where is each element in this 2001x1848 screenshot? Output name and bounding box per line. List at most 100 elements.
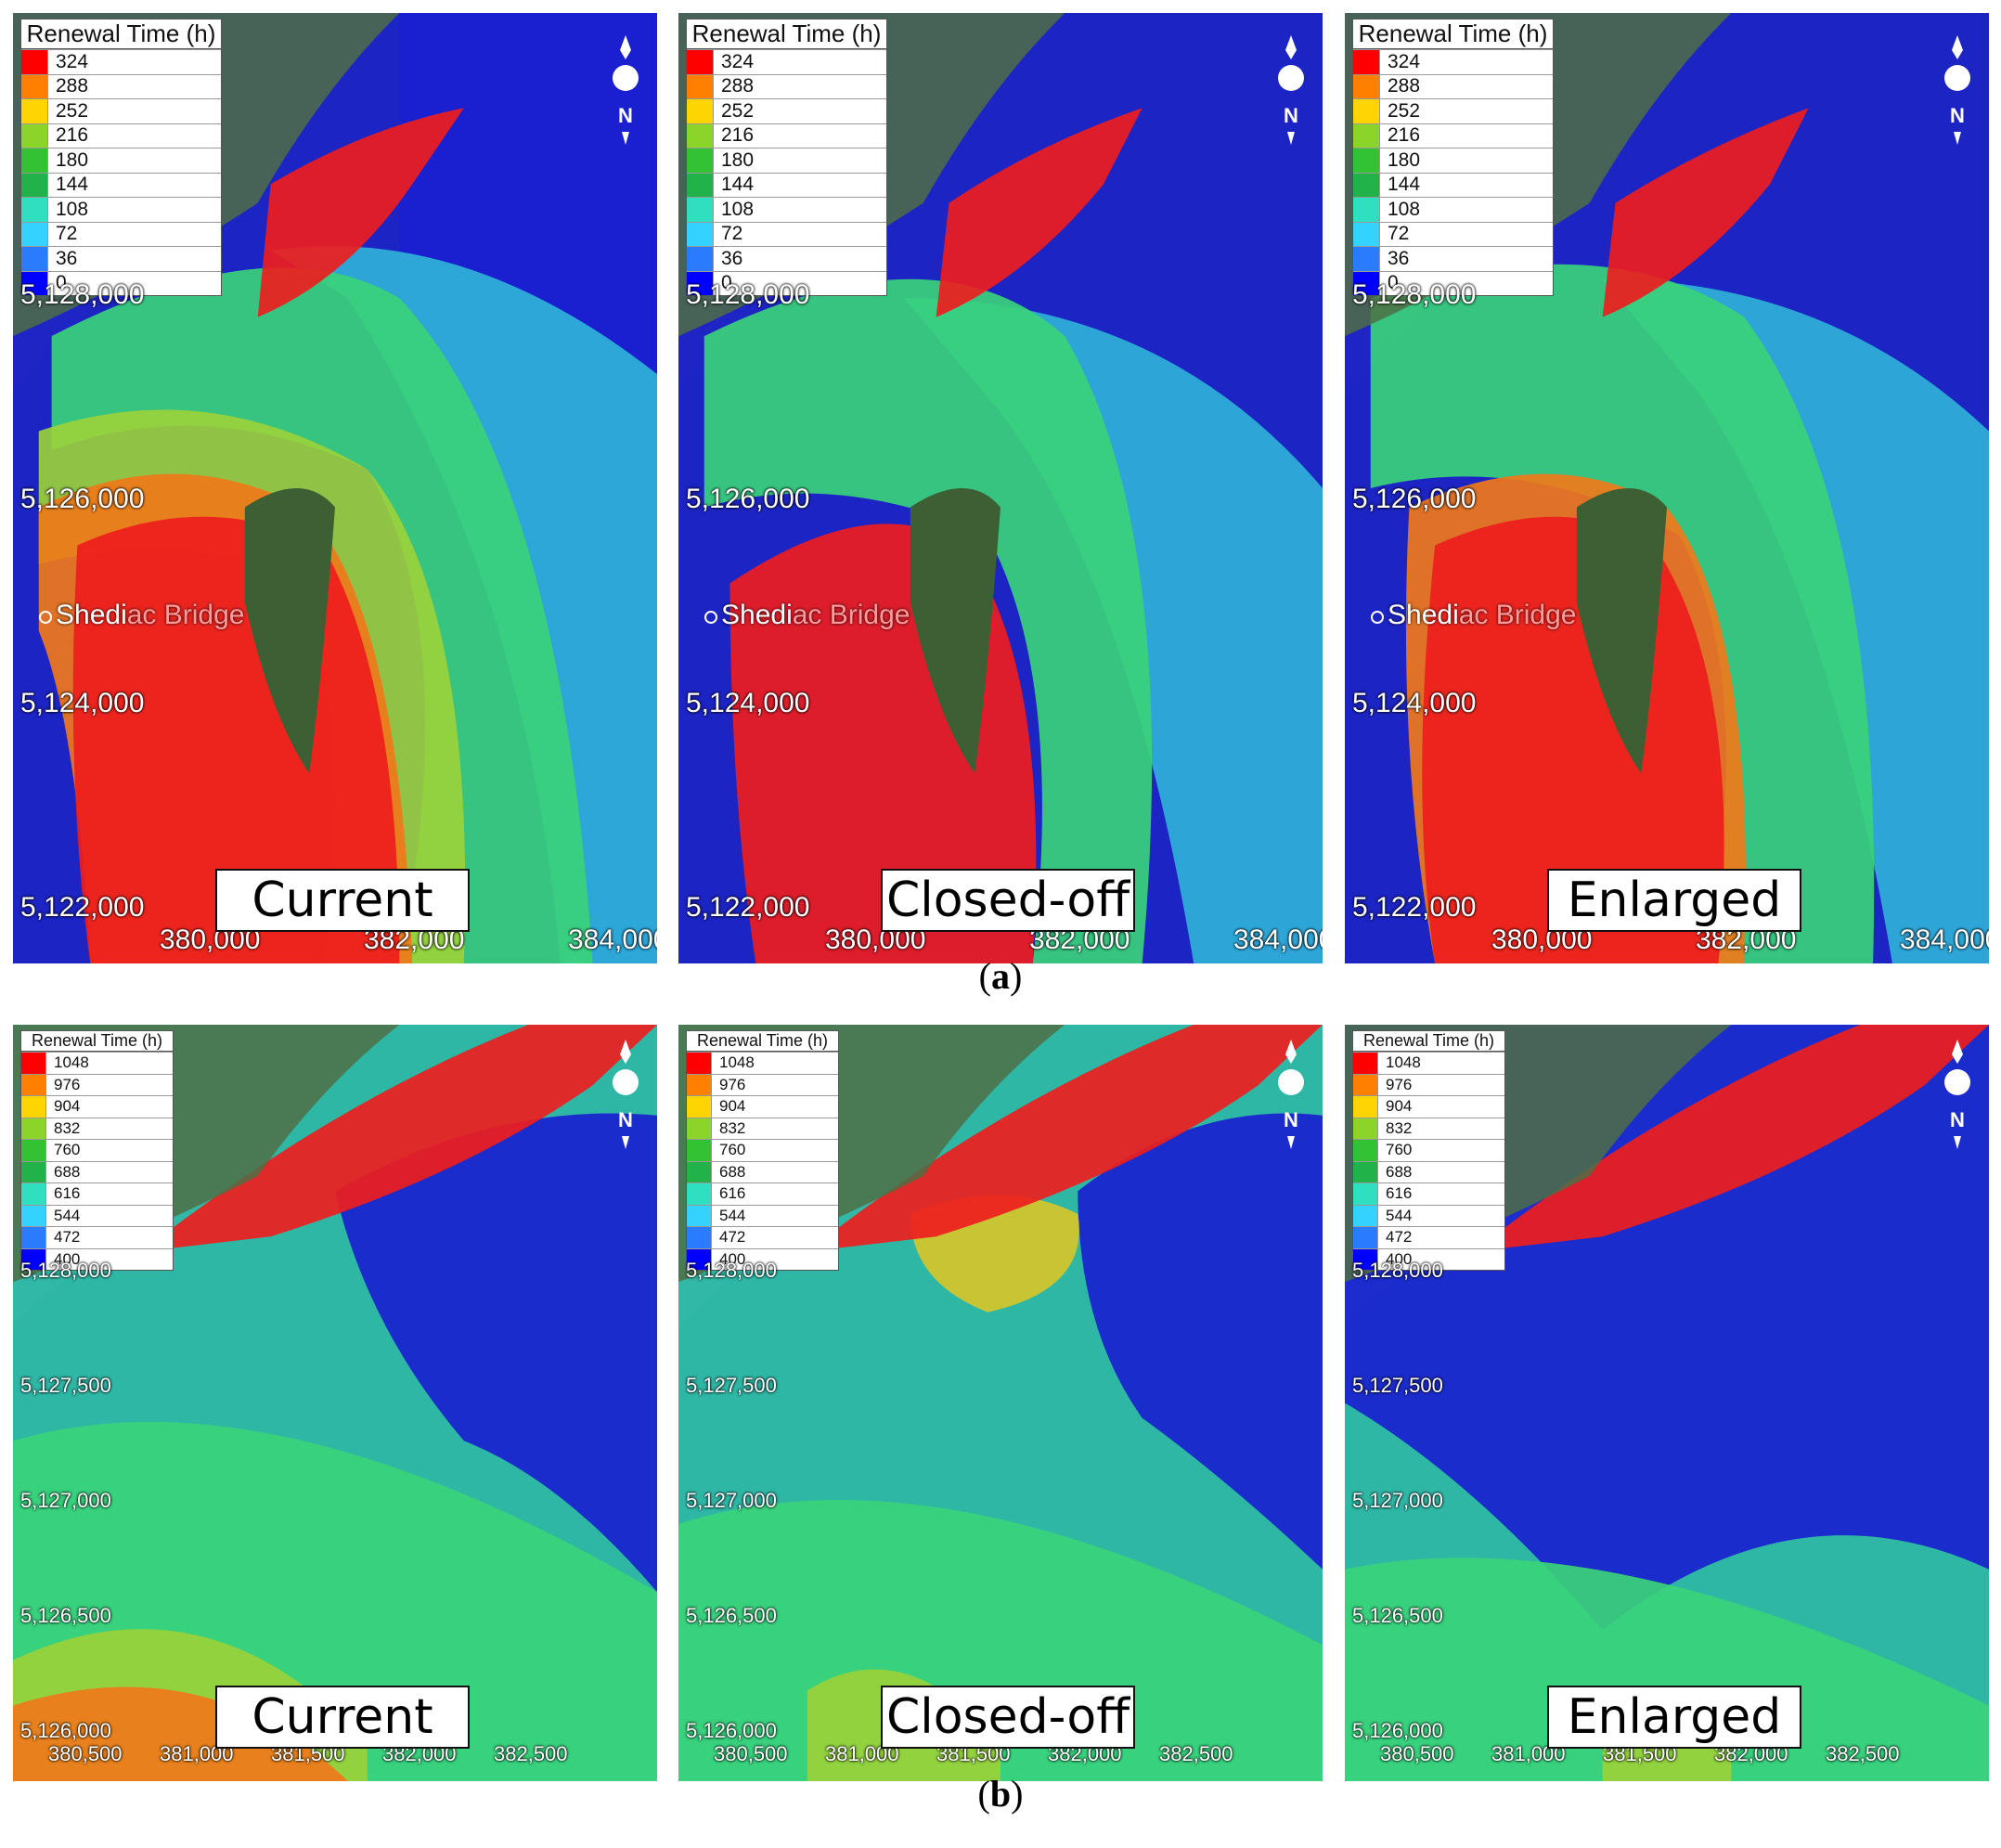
legend-value: 904 (719, 1097, 746, 1116)
map-panel-current: Renewal Time (h) 324 288 252 216 180 144 108 72 3… (13, 13, 657, 963)
legend-item: 288 (1353, 73, 1553, 98)
legend-swatch (21, 247, 48, 271)
svg-text:N: N (1950, 1108, 1965, 1131)
legend-item: 544 (1353, 1204, 1504, 1226)
legend-value: 324 (721, 50, 755, 72)
legend-value: 616 (1386, 1184, 1413, 1203)
north-arrow-icon: N (1939, 35, 1976, 151)
subfigure-label: (b) (954, 1772, 1047, 1816)
renewal-time-map (13, 13, 657, 963)
legend-swatch (1353, 74, 1380, 98)
legend-item: 72 (687, 221, 886, 246)
legend-swatch (1353, 1248, 1378, 1270)
legend-item: 144 (1353, 172, 1553, 197)
legend-swatch (687, 74, 714, 98)
x-tick-label: 380,500 (714, 1742, 788, 1765)
legend-item: 0 (21, 270, 221, 295)
legend-swatch (687, 222, 714, 246)
svg-text:N: N (1284, 104, 1298, 127)
legend-swatch (21, 1074, 46, 1095)
legend-value: 760 (719, 1141, 746, 1159)
scenario-label: Current (215, 869, 470, 932)
legend: Renewal Time (h) 1048 976 904 832 760 688 616 54… (686, 1030, 839, 1271)
legend: Renewal Time (h) 324 288 252 216 180 144 108 72 3… (686, 19, 887, 296)
renewal-zone (704, 278, 1153, 963)
legend-item: 288 (21, 73, 221, 98)
renewal-zone (1078, 1113, 1323, 1570)
x-tick-label: 384,000 (1233, 924, 1323, 955)
legend-item: 616 (21, 1182, 173, 1205)
map-panel-enlarged: Renewal Time (h) 324 288 252 216 180 144 108 72 3… (1345, 13, 1989, 963)
legend-value: 72 (56, 223, 78, 245)
scenario-label: Closed-off (881, 869, 1135, 932)
legend-value: 144 (721, 174, 755, 196)
legend-swatch (687, 50, 714, 74)
legend-item: 832 (687, 1117, 838, 1139)
legend-item: 472 (21, 1226, 173, 1248)
legend-value: 72 (721, 223, 743, 245)
legend-value: 180 (721, 149, 755, 171)
y-tick-label: 5,128,000 (1352, 279, 1477, 310)
scenario-label: Closed-off (881, 1686, 1135, 1749)
map-panel-closed-off: Renewal Time (h) 1048 976 904 832 760 688 616 54… (678, 1025, 1323, 1781)
legend-swatch (1353, 123, 1380, 148)
y-tick-label: 5,122,000 (1352, 892, 1477, 923)
legend-item: 544 (687, 1204, 838, 1226)
legend-swatch (687, 1096, 712, 1118)
y-tick-label: 5,128,000 (20, 279, 145, 310)
place-marker-icon (704, 611, 717, 624)
legend-swatch (687, 99, 714, 123)
svg-text:N: N (618, 1108, 633, 1131)
legend-item: 472 (687, 1226, 838, 1248)
scenario-label: Enlarged (1547, 869, 1801, 932)
legend-swatch (1353, 198, 1380, 222)
legend-swatch (687, 1161, 712, 1182)
scenario-label: Current (215, 1686, 470, 1749)
legend-value: 544 (719, 1206, 746, 1224)
legend-swatch (21, 1227, 46, 1248)
x-tick-label: 384,000 (1900, 924, 1989, 955)
y-tick-label: 5,126,000 (686, 1719, 777, 1742)
legend-item: 976 (687, 1073, 838, 1095)
x-tick-label: 384,000 (568, 924, 657, 955)
legend-value: 180 (1388, 149, 1421, 171)
legend-item: 472 (1353, 1226, 1504, 1248)
legend-swatch (1353, 149, 1380, 173)
legend-swatch (21, 50, 48, 74)
legend-swatch (21, 74, 48, 98)
place-label-shediac-bridge: Shediac Bridge (39, 600, 244, 631)
map-panel-enlarged: Renewal Time (h) 1048 976 904 832 760 688 616 54… (1345, 1025, 1989, 1781)
legend-swatch (1353, 1053, 1378, 1074)
renewal-time-map (1345, 1025, 1989, 1781)
legend-item: 288 (687, 73, 886, 98)
legend-item: 0 (1353, 270, 1553, 295)
legend-swatch (21, 1205, 46, 1226)
place-label-shediac-bridge: Shediac Bridge (704, 600, 910, 631)
legend-title: Renewal Time (h) (1353, 1031, 1504, 1052)
legend-value: 400 (719, 1249, 746, 1268)
north-arrow-icon: N (1272, 1040, 1310, 1156)
legend-item: 688 (1353, 1160, 1504, 1182)
legend-value: 72 (1388, 223, 1410, 245)
y-tick-label: 5,122,000 (20, 892, 145, 923)
y-tick-label: 5,124,000 (1352, 688, 1477, 718)
legend-item: 904 (1353, 1095, 1504, 1118)
legend-swatch (1353, 1227, 1378, 1248)
y-tick-label: 5,127,000 (686, 1489, 777, 1512)
legend-item: 36 (687, 246, 886, 271)
legend-value: 0 (1388, 272, 1399, 294)
y-tick-label: 5,126,000 (20, 484, 145, 514)
legend-value: 0 (721, 272, 732, 294)
svg-text:N: N (1284, 1108, 1298, 1131)
legend-value: 108 (1388, 198, 1421, 220)
legend-value: 288 (56, 75, 89, 97)
place-label-head: Shedi (56, 600, 127, 630)
legend-item: 400 (21, 1247, 173, 1270)
y-tick-label: 5,127,000 (20, 1489, 111, 1512)
legend-swatch (687, 123, 714, 148)
legend-swatch (1353, 271, 1380, 295)
renewal-zone (257, 108, 464, 317)
legend-swatch (687, 1140, 712, 1161)
legend-item: 216 (687, 123, 886, 148)
place-label-head: Shedi (721, 600, 793, 630)
